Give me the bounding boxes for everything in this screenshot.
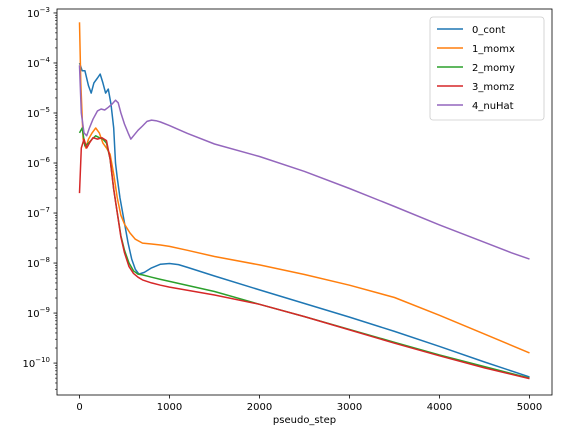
x-tick-label: 5000 bbox=[517, 402, 542, 413]
x-tick-label: 3000 bbox=[337, 402, 362, 413]
axes-border bbox=[56, 8, 553, 396]
legend-label: 0_cont bbox=[472, 25, 505, 36]
y-tick-label: 10−7 bbox=[27, 206, 50, 220]
y-ticks: 10−10 10−9 10−8 10−7 10−6 10−5 10−4 10−3 bbox=[22, 6, 57, 390]
x-tick-label: 1000 bbox=[157, 402, 182, 413]
legend-label: 3_momz bbox=[472, 82, 514, 93]
x-tick-label: 0 bbox=[76, 402, 82, 413]
legend-label: 1_momx bbox=[472, 44, 515, 55]
y-tick-label: 10−3 bbox=[27, 6, 50, 20]
legend-label: 4_nuHat bbox=[472, 101, 514, 112]
x-ticks: 0 1000 2000 3000 4000 5000 bbox=[76, 395, 542, 413]
y-tick-label: 10−8 bbox=[27, 256, 50, 270]
y-tick-label: 10−4 bbox=[27, 56, 51, 70]
x-tick-label: 2000 bbox=[247, 402, 272, 413]
legend: 0_cont 1_momx 2_momy 3_momz 4_nuHat bbox=[429, 16, 545, 121]
legend-box bbox=[429, 16, 545, 121]
axes-frame bbox=[56, 8, 553, 396]
plot-lines bbox=[78, 22, 530, 380]
x-tick-label: 4000 bbox=[427, 402, 452, 413]
series-line-4 bbox=[78, 65, 530, 260]
y-tick-label: 10−5 bbox=[27, 106, 50, 120]
y-tick-label: 10−10 bbox=[22, 356, 50, 370]
legend-label: 2_momy bbox=[472, 63, 515, 74]
series-line-3 bbox=[78, 136, 530, 380]
series-line-0 bbox=[78, 62, 530, 378]
x-axis-label: pseudo_step bbox=[273, 415, 336, 426]
y-tick-label: 10−6 bbox=[27, 156, 51, 170]
series-line-1 bbox=[78, 22, 530, 354]
y-tick-label: 10−9 bbox=[27, 306, 50, 320]
